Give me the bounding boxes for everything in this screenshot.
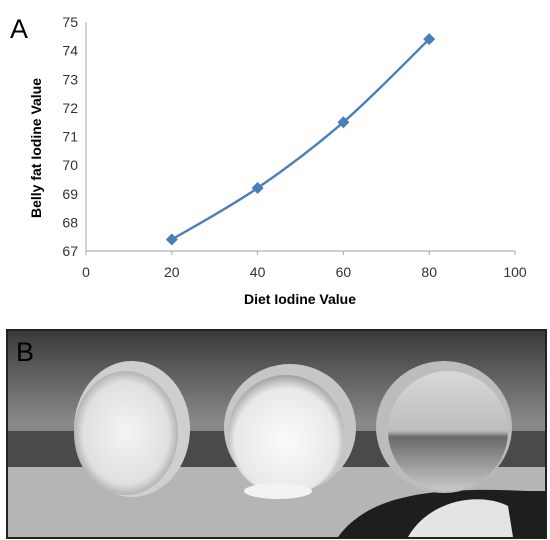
jar-right-spill [408, 499, 513, 537]
x-tick-label: 0 [82, 264, 90, 280]
y-tick-label: 72 [62, 100, 78, 116]
series-markers [165, 33, 436, 246]
jar-left [74, 371, 178, 495]
x-tick-label: 20 [164, 264, 180, 280]
y-tick-label: 70 [62, 157, 78, 173]
chart-svg: A 67 68 69 70 71 72 73 74 75 0 20 40 60 80 100 Diet I… [10, 14, 527, 307]
y-tick-label: 71 [62, 129, 78, 145]
y-tick-label: 73 [62, 71, 78, 87]
jar-right [388, 371, 508, 491]
x-tick-labels: 0 20 40 60 80 100 [82, 264, 527, 280]
data-point-marker [165, 233, 178, 246]
x-tick-label: 100 [503, 264, 527, 280]
series-line [171, 38, 431, 241]
data-point-marker [337, 116, 350, 129]
panel-a-label: A [10, 14, 28, 44]
x-tick-label: 80 [421, 264, 437, 280]
y-tick-label: 75 [62, 14, 78, 30]
panel-a: A 67 68 69 70 71 72 73 74 75 0 20 40 60 80 100 Diet I… [10, 14, 527, 307]
x-tick-label: 40 [250, 264, 266, 280]
panel-b-label: B [16, 337, 34, 367]
panel-b-photo: B [6, 329, 547, 539]
jar-middle-drip [244, 483, 312, 499]
data-point-marker [423, 33, 436, 46]
y-tick-label: 69 [62, 186, 78, 202]
photo-illustration: B [8, 331, 545, 537]
chart-axes [85, 22, 516, 255]
y-tick-label: 68 [62, 214, 78, 230]
y-tick-labels: 67 68 69 70 71 72 73 74 75 [62, 14, 78, 259]
x-tick-label: 60 [336, 264, 352, 280]
y-tick-label: 74 [62, 43, 78, 59]
data-point-marker [251, 182, 264, 195]
y-tick-label: 67 [62, 243, 78, 259]
x-axis-title: Diet Iodine Value [244, 291, 356, 307]
y-axis-title: Belly fat Iodine Value [28, 78, 44, 218]
jar-middle [228, 375, 344, 495]
